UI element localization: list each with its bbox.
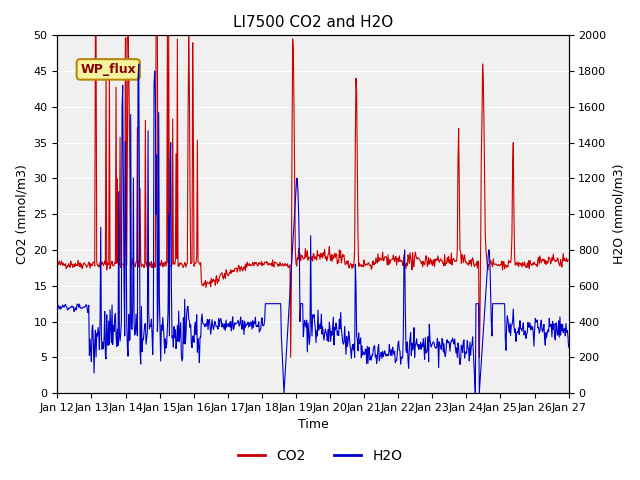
Title: LI7500 CO2 and H2O: LI7500 CO2 and H2O	[233, 15, 393, 30]
Y-axis label: H2O (mmol/m3): H2O (mmol/m3)	[612, 164, 625, 264]
Y-axis label: CO2 (mmol/m3): CO2 (mmol/m3)	[15, 164, 28, 264]
X-axis label: Time: Time	[298, 419, 328, 432]
Text: WP_flux: WP_flux	[81, 63, 136, 76]
Legend: CO2, H2O: CO2, H2O	[232, 443, 408, 468]
